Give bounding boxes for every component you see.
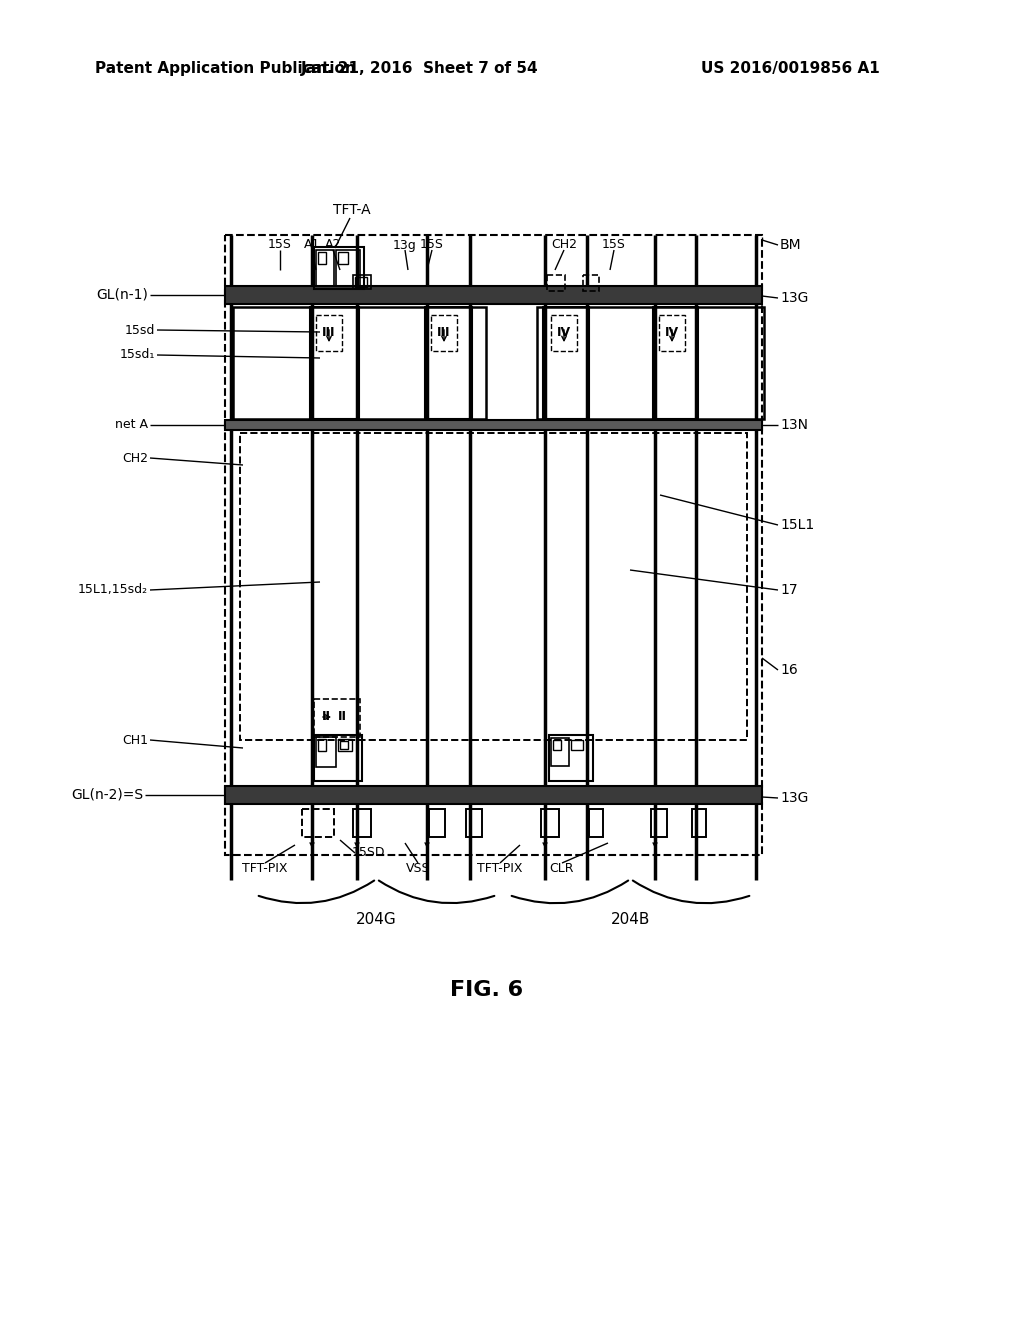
Text: A1: A1 [304,239,321,252]
Text: VSS: VSS [406,862,430,874]
Text: III: III [437,326,451,339]
Text: CH2: CH2 [122,451,148,465]
Bar [353,809,371,837]
Bar [316,249,334,286]
Text: CH1: CH1 [122,734,148,747]
Text: 15SD: 15SD [351,846,385,859]
Text: CLR: CLR [550,862,574,874]
Bar [547,275,565,290]
Text: BM: BM [780,238,802,252]
Bar [314,247,364,289]
Text: 16: 16 [780,663,798,677]
Text: TFT-PIX: TFT-PIX [477,862,522,874]
Text: 15S: 15S [268,239,292,252]
Text: Jan. 21, 2016  Sheet 7 of 54: Jan. 21, 2016 Sheet 7 of 54 [301,61,539,75]
Bar [225,235,762,855]
Text: 204B: 204B [610,912,650,928]
Bar [225,785,762,804]
Text: 15L1: 15L1 [780,517,814,532]
Text: GL(n-2)=S: GL(n-2)=S [71,788,143,803]
Bar [314,700,360,737]
Bar [651,809,667,837]
Bar [551,738,569,766]
Text: 15sd: 15sd [125,323,155,337]
Text: 15L1,15sd₂: 15L1,15sd₂ [78,583,148,597]
Bar [553,741,561,750]
Bar [429,809,445,837]
Text: FIG. 6: FIG. 6 [451,979,523,1001]
Text: CH2: CH2 [551,239,577,252]
Text: 15S: 15S [602,239,626,252]
Text: 13g: 13g [393,239,417,252]
Bar [659,315,685,351]
Text: net A: net A [115,418,148,432]
Text: 13N: 13N [780,418,808,432]
Text: A2: A2 [325,239,341,252]
Text: Patent Application Publication: Patent Application Publication [95,61,355,75]
Text: 15S: 15S [420,239,444,252]
Text: III: III [323,326,336,339]
Text: 13G: 13G [780,290,808,305]
Bar [338,739,352,751]
Bar [318,252,326,264]
Bar [225,286,762,304]
Bar [431,315,457,351]
Text: II: II [338,710,346,723]
Text: IV: IV [557,326,571,338]
Bar [543,308,589,418]
Bar [653,308,698,418]
Text: 15sd₁: 15sd₁ [120,348,155,362]
Text: TFT-PIX: TFT-PIX [243,862,288,874]
Bar [355,277,367,286]
Text: US 2016/0019856 A1: US 2016/0019856 A1 [700,61,880,75]
Bar [316,315,342,351]
Bar [583,275,599,290]
Bar [318,739,326,751]
Text: TFT-A: TFT-A [333,203,371,216]
Text: 13G: 13G [780,791,808,805]
Bar [225,420,762,430]
Bar [551,315,577,351]
Bar [338,252,348,264]
Bar [310,308,359,418]
Bar [353,275,371,289]
Bar [314,735,362,781]
Text: II: II [322,710,331,723]
Text: IV: IV [665,326,679,338]
Text: 17: 17 [780,583,798,597]
Bar [589,809,603,837]
Bar [316,737,336,767]
Bar [571,741,583,750]
Bar [302,809,334,837]
Bar [549,735,593,781]
Bar [692,809,706,837]
Bar [425,308,472,418]
Bar [340,741,348,748]
Bar [336,249,360,286]
Text: GL(n-1): GL(n-1) [96,288,148,302]
Text: 204G: 204G [356,912,397,928]
Bar [233,308,486,418]
Bar [466,809,482,837]
Bar [240,433,746,741]
Bar [537,308,764,418]
Bar [541,809,559,837]
